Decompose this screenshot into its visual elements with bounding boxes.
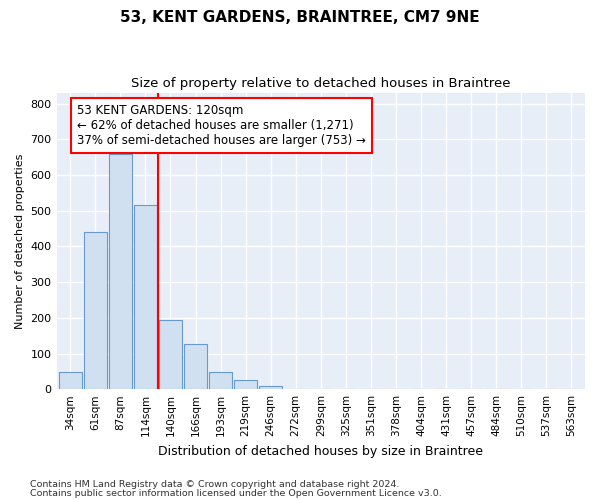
- Bar: [84, 232, 107, 389]
- Bar: [259, 386, 282, 389]
- Text: Contains HM Land Registry data © Crown copyright and database right 2024.: Contains HM Land Registry data © Crown c…: [30, 480, 400, 489]
- Bar: [235, 380, 257, 389]
- Bar: [134, 206, 157, 389]
- Bar: [59, 372, 82, 389]
- Y-axis label: Number of detached properties: Number of detached properties: [15, 154, 25, 329]
- Text: 53, KENT GARDENS, BRAINTREE, CM7 9NE: 53, KENT GARDENS, BRAINTREE, CM7 9NE: [120, 10, 480, 25]
- Title: Size of property relative to detached houses in Braintree: Size of property relative to detached ho…: [131, 78, 511, 90]
- Text: Contains public sector information licensed under the Open Government Licence v3: Contains public sector information licen…: [30, 488, 442, 498]
- Text: 53 KENT GARDENS: 120sqm
← 62% of detached houses are smaller (1,271)
37% of semi: 53 KENT GARDENS: 120sqm ← 62% of detache…: [77, 104, 366, 147]
- X-axis label: Distribution of detached houses by size in Braintree: Distribution of detached houses by size …: [158, 444, 483, 458]
- Bar: [159, 320, 182, 389]
- Bar: [209, 372, 232, 389]
- Bar: [109, 154, 131, 389]
- Bar: [184, 344, 207, 389]
